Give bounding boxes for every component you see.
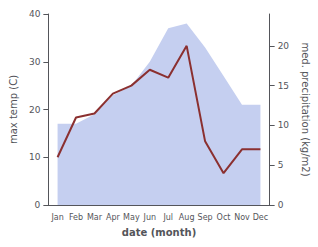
svg-text:40: 40 bbox=[29, 9, 41, 19]
svg-text:20: 20 bbox=[278, 41, 290, 51]
svg-text:Jan: Jan bbox=[50, 213, 63, 222]
svg-text:Oct: Oct bbox=[217, 213, 231, 222]
svg-text:max temp (C): max temp (C) bbox=[8, 75, 19, 144]
svg-text:Jul: Jul bbox=[162, 213, 173, 222]
svg-text:15: 15 bbox=[278, 81, 289, 91]
svg-text:Nov: Nov bbox=[234, 213, 250, 222]
svg-text:20: 20 bbox=[29, 105, 41, 115]
svg-text:0: 0 bbox=[35, 200, 41, 210]
svg-text:Sep: Sep bbox=[198, 213, 213, 222]
svg-text:Jun: Jun bbox=[143, 213, 157, 222]
svg-text:med. precipitation (kg/m2): med. precipitation (kg/m2) bbox=[300, 42, 311, 176]
svg-text:Feb: Feb bbox=[69, 213, 83, 222]
svg-text:0: 0 bbox=[278, 200, 284, 210]
svg-text:10: 10 bbox=[29, 152, 41, 162]
svg-text:Dec: Dec bbox=[253, 213, 268, 222]
svg-text:Apr: Apr bbox=[106, 213, 121, 222]
svg-text:date (month): date (month) bbox=[122, 227, 196, 238]
svg-text:Aug: Aug bbox=[179, 213, 195, 222]
svg-text:Mar: Mar bbox=[87, 213, 103, 222]
svg-text:10: 10 bbox=[278, 120, 290, 130]
svg-text:30: 30 bbox=[29, 57, 41, 67]
svg-text:May: May bbox=[123, 213, 140, 222]
svg-text:5: 5 bbox=[278, 160, 284, 170]
